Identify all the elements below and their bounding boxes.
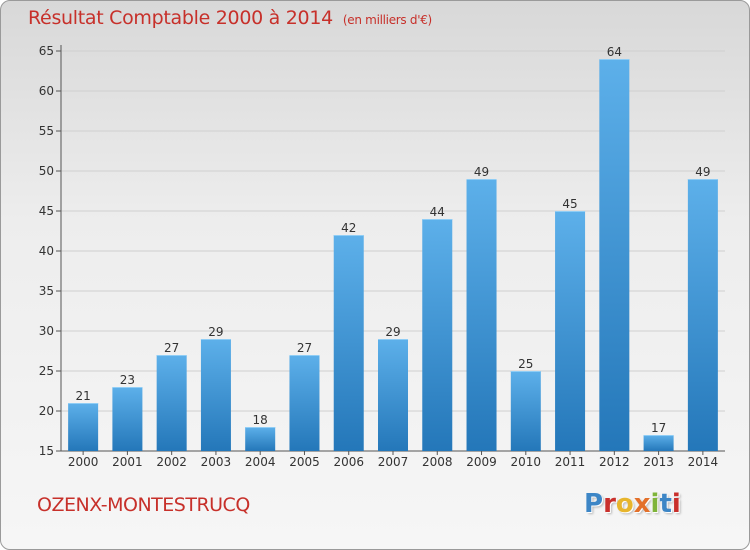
proxiti-logo-letter: o xyxy=(615,489,634,519)
data-label: 25 xyxy=(518,357,533,371)
data-label: 27 xyxy=(164,341,179,355)
bar xyxy=(422,219,453,451)
chart-title-text: Résultat Comptable 2000 à 2014 xyxy=(28,7,333,29)
x-tick-label: 2011 xyxy=(555,455,586,469)
y-tick-label: 40 xyxy=(39,244,54,258)
bar xyxy=(333,235,364,451)
y-tick-label: 25 xyxy=(39,364,54,378)
data-labels: 21 23 27 29 18 27 42 29 44 49 25 45 64 17 49 xyxy=(75,45,710,435)
data-label: 18 xyxy=(253,413,268,427)
proxiti-logo-letter: t xyxy=(659,489,672,519)
bar xyxy=(200,339,231,451)
proxiti-logo-letter: P xyxy=(584,489,604,519)
x-tick-label: 2007 xyxy=(378,455,409,469)
data-label: 21 xyxy=(75,389,90,403)
chart-subtitle: (en milliers d'€) xyxy=(342,13,432,27)
x-tick-label: 2006 xyxy=(333,455,364,469)
data-label: 64 xyxy=(607,45,622,59)
data-label: 49 xyxy=(695,165,710,179)
x-tick-label: 2001 xyxy=(112,455,143,469)
data-label: 49 xyxy=(474,165,489,179)
y-tick-label: 65 xyxy=(39,44,54,58)
y-tick-label: 35 xyxy=(39,284,54,298)
x-tick-label: 2013 xyxy=(643,455,674,469)
bar xyxy=(599,59,630,451)
bar xyxy=(68,403,99,451)
bar xyxy=(643,435,674,451)
data-label: 17 xyxy=(651,421,666,435)
bar xyxy=(378,339,408,451)
y-tick-label: 30 xyxy=(39,324,54,338)
bar xyxy=(156,355,187,451)
y-tick-label: 60 xyxy=(39,84,54,98)
proxiti-logo: Proxiti xyxy=(584,489,681,519)
bar xyxy=(466,179,497,451)
y-tick-label: 20 xyxy=(39,404,54,418)
commune-name: OZENX-MONTESTRUCQ xyxy=(37,494,250,516)
y-tick-labels: 15 20 25 30 35 40 45 50 55 60 65 xyxy=(39,44,54,458)
bar xyxy=(687,179,718,451)
bars xyxy=(68,59,718,451)
data-label: 45 xyxy=(562,197,577,211)
x-tick-label: 2009 xyxy=(466,455,497,469)
bar xyxy=(510,371,541,451)
y-tick-label: 15 xyxy=(39,444,54,458)
data-label: 23 xyxy=(120,373,135,387)
y-tick-label: 55 xyxy=(39,124,54,138)
y-tick-label: 45 xyxy=(39,204,54,218)
x-tick-label: 2000 xyxy=(68,455,99,469)
data-label: 27 xyxy=(297,341,312,355)
data-label: 29 xyxy=(208,325,223,339)
bar xyxy=(112,387,143,451)
proxiti-logo-letter: r xyxy=(603,489,616,519)
x-tick-label: 2008 xyxy=(422,455,453,469)
x-tick-label: 2005 xyxy=(289,455,320,469)
proxiti-logo-letter: i xyxy=(671,489,681,519)
y-tick-label: 50 xyxy=(39,164,54,178)
x-tick-label: 2014 xyxy=(688,455,719,469)
x-tick-label: 2012 xyxy=(599,455,630,469)
data-label: 29 xyxy=(385,325,400,339)
x-tick-label: 2003 xyxy=(201,455,232,469)
x-tick-label: 2004 xyxy=(245,455,276,469)
bar xyxy=(245,427,276,451)
data-label: 42 xyxy=(341,221,356,235)
x-tick-label: 2010 xyxy=(511,455,542,469)
x-tick-label: 2002 xyxy=(156,455,187,469)
bar xyxy=(555,211,586,451)
data-label: 44 xyxy=(430,205,445,219)
x-tick-labels: 2000 2001 2002 2003 2004 2005 2006 2007 2008 2009… xyxy=(68,455,718,469)
proxiti-logo-letter: i xyxy=(650,489,660,519)
proxiti-logo-letter: x xyxy=(633,489,651,519)
chart-title: Résultat Comptable 2000 à 2014 (en millie… xyxy=(28,7,432,29)
bar xyxy=(289,355,320,451)
